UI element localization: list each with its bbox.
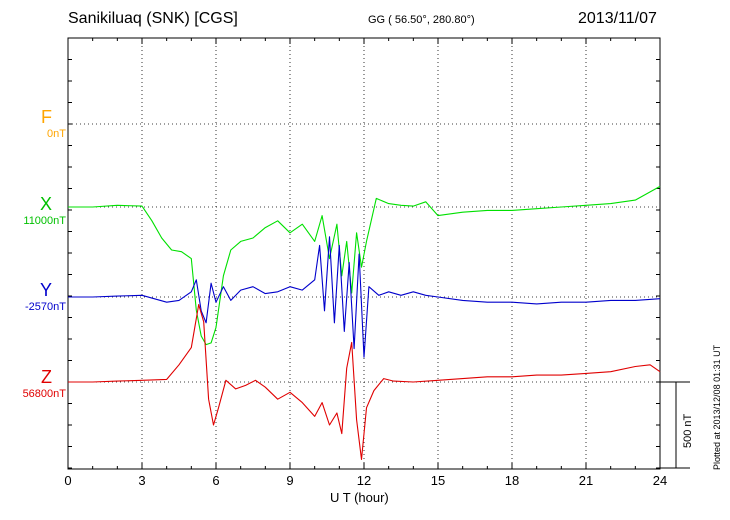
component-f-baseline: 0nT xyxy=(47,128,66,140)
x-tick-label: 18 xyxy=(505,473,519,488)
component-x-baseline: 11000nT xyxy=(23,215,66,227)
chart-title: Sanikiluaq (SNK) [CGS] xyxy=(68,10,238,27)
x-tick-label: 3 xyxy=(138,473,145,488)
component-y-baseline: -2570nT xyxy=(25,301,66,313)
scale-bar-label: 500 nT xyxy=(682,413,694,448)
station-coordinates: GG ( 56.50°, 280.80°) xyxy=(368,14,475,26)
component-label-y: Y -2570nT xyxy=(6,280,66,313)
component-label-z: Z 56800nT xyxy=(6,367,66,400)
x-tick-label: 12 xyxy=(357,473,371,488)
chart-date: 2013/11/07 xyxy=(578,10,657,27)
x-tick-label: 24 xyxy=(653,473,667,488)
series-line-x xyxy=(68,185,661,346)
x-tick-label: 15 xyxy=(431,473,445,488)
component-f-name: F xyxy=(41,107,52,127)
component-z-name: Z xyxy=(41,367,52,387)
grid-lines xyxy=(68,38,660,469)
series-line-y xyxy=(68,236,661,358)
component-z-baseline: 56800nT xyxy=(22,388,66,400)
x-tick-label: 6 xyxy=(212,473,219,488)
x-axis-label: U T (hour) xyxy=(330,490,389,505)
component-y-name: Y xyxy=(39,280,52,300)
x-tick-label: 9 xyxy=(286,473,293,488)
component-x-name: X xyxy=(39,194,52,214)
component-label-x: X 11000nT xyxy=(6,194,66,227)
component-label-f: F 0nT xyxy=(6,107,66,140)
scale-bar xyxy=(660,381,690,469)
series-lines xyxy=(68,185,661,460)
axis-ticks: 0 3 6 9 12 15 18 21 24 xyxy=(64,37,667,488)
plotted-timestamp: Plotted at 2013/12/08 01:31 UT xyxy=(712,344,722,470)
x-tick-label: 21 xyxy=(579,473,593,488)
series-line-z xyxy=(68,304,661,460)
x-tick-label: 0 xyxy=(64,473,71,488)
